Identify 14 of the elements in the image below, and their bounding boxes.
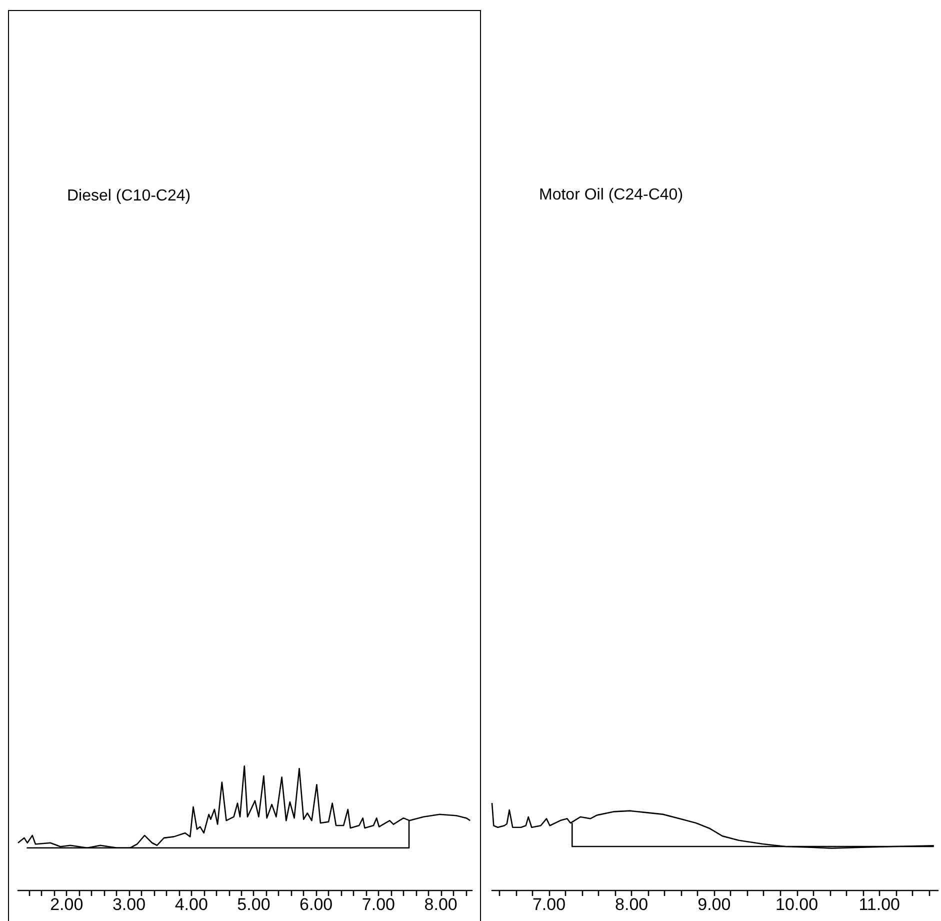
x-tick-label: 2.00 bbox=[50, 895, 84, 914]
x-tick-label: 9.00 bbox=[698, 895, 731, 914]
x-tick-label: 7.00 bbox=[362, 895, 396, 914]
x-tick-label: 7.00 bbox=[532, 895, 566, 914]
x-tick-label: 11.00 bbox=[858, 895, 900, 914]
chart-title: Motor Oil (C24-C40) bbox=[539, 186, 684, 204]
x-tick-label: 5.00 bbox=[237, 895, 270, 914]
chart-title: Diesel (C10-C24) bbox=[67, 188, 191, 204]
x-tick-label: 4.00 bbox=[174, 895, 208, 914]
x-tick-label: 3.00 bbox=[112, 895, 146, 914]
x-tick-label: 8.00 bbox=[615, 895, 648, 914]
x-tick-label: 8.00 bbox=[424, 895, 458, 914]
x-tick-label: 6.00 bbox=[300, 895, 333, 914]
x-tick-label: 10.00 bbox=[775, 895, 818, 914]
